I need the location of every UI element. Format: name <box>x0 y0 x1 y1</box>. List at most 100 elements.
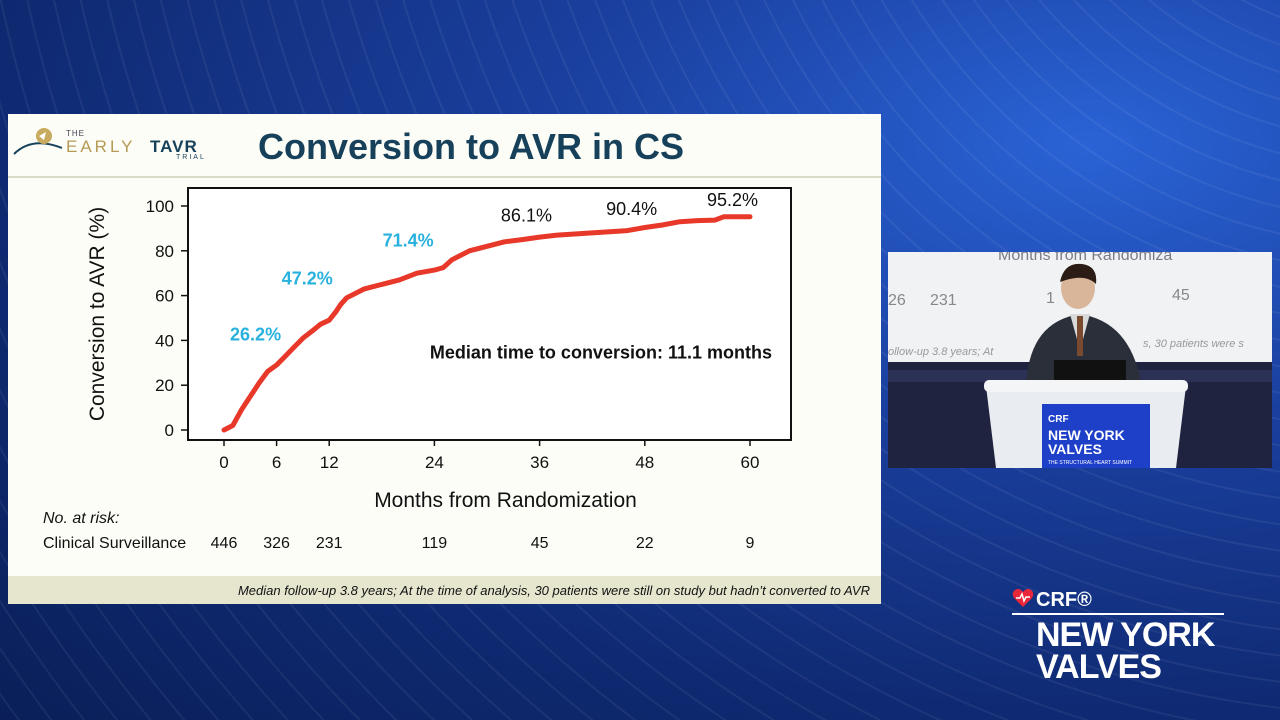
data-point <box>573 232 577 236</box>
data-label: 71.4% <box>383 230 434 250</box>
data-point <box>292 345 296 349</box>
inset-footnote-left: ollow-up 3.8 years; At <box>888 346 994 358</box>
data-point <box>310 329 314 334</box>
data-point <box>415 271 419 275</box>
data-point <box>538 235 542 239</box>
risk-table-heading: No. at risk: <box>43 510 120 527</box>
median-annotation: Median time to conversion: 11.1 months <box>430 342 772 362</box>
logo-tavr-text: TAVR <box>150 137 198 156</box>
data-label: 26.2% <box>230 324 281 344</box>
crf-heart-icon <box>1012 588 1034 607</box>
y-tick-label: 100 <box>146 197 174 216</box>
y-tick-label: 20 <box>155 376 174 395</box>
data-point <box>713 218 717 222</box>
y-tick-label: 40 <box>155 331 174 350</box>
brand-line-1: NEW YORK <box>1036 616 1215 654</box>
podium-line1: NEW YORK <box>1048 427 1125 443</box>
data-point <box>301 336 305 340</box>
podium-crf: CRF <box>1048 414 1069 425</box>
data-label: 90.4% <box>606 199 657 219</box>
inset-risk-26: 26 <box>888 292 906 309</box>
y-tick-label: 60 <box>155 287 174 306</box>
footnote: Median follow-up 3.8 years; At the time … <box>237 583 870 598</box>
risk-table-value: 22 <box>635 535 654 552</box>
data-point <box>239 408 244 412</box>
data-point <box>441 266 445 270</box>
data-point <box>730 215 735 219</box>
data-point <box>222 428 226 432</box>
data-point <box>318 322 323 326</box>
x-tick-label: 60 <box>741 453 760 472</box>
data-point <box>485 244 489 248</box>
risk-table-value: 326 <box>263 535 290 552</box>
x-tick-label: 6 <box>272 453 281 472</box>
data-point <box>248 394 252 398</box>
data-point <box>266 369 270 373</box>
data-point <box>327 318 331 322</box>
data-label: 47.2% <box>282 268 333 288</box>
data-label: 86.1% <box>501 206 552 226</box>
y-tick-label: 80 <box>155 242 174 261</box>
data-point <box>397 278 401 282</box>
data-point <box>467 249 472 253</box>
risk-table-value: 45 <box>530 535 549 552</box>
inset-axis-title: Months from Randomiza <box>998 252 1172 264</box>
data-point <box>362 287 366 291</box>
x-tick-label: 24 <box>425 453 444 472</box>
data-point <box>643 225 647 230</box>
brand-divider <box>1012 613 1224 615</box>
data-label: 95.2% <box>707 190 758 210</box>
data-point <box>275 363 279 367</box>
logo-early-text: EARLY <box>66 137 136 156</box>
inset-risk-1: 1 <box>1046 290 1055 307</box>
data-point <box>660 223 664 227</box>
data-point <box>380 282 384 286</box>
x-tick-label: 36 <box>530 453 549 472</box>
x-tick-label: 48 <box>635 453 654 472</box>
y-axis-label: Conversion to AVR (%) <box>86 207 109 421</box>
early-tavr-logo-icon <box>13 128 63 155</box>
data-point <box>432 268 436 272</box>
podium: CRF NEW YORK VALVES THE STRUCTURAL HEART… <box>984 380 1188 468</box>
data-point <box>257 381 261 385</box>
x-tick-label: 0 <box>219 453 228 472</box>
crf-brand-text: CRF® <box>1036 589 1092 611</box>
laptop <box>1054 360 1126 382</box>
risk-table-value: 446 <box>210 535 238 552</box>
inset-risk-45: 45 <box>1172 287 1190 304</box>
data-point <box>283 354 287 358</box>
data-point <box>338 302 343 307</box>
data-point <box>722 215 726 219</box>
x-axis-label: Months from Randomization <box>374 489 637 512</box>
brand-line-2: VALVES <box>1036 648 1162 686</box>
podium-sub: THE STRUCTURAL HEART SUMMIT <box>1048 460 1132 466</box>
logo-the-text: THE <box>66 129 85 138</box>
data-point <box>450 258 454 262</box>
data-point <box>502 240 507 244</box>
x-tick-label: 12 <box>320 453 339 472</box>
risk-table-value: 119 <box>421 535 448 552</box>
data-point <box>695 218 700 223</box>
logo-trial-text: TRIAL <box>176 154 206 161</box>
podium-line2: VALVES <box>1048 441 1102 457</box>
speaker-video-inset: Months from Randomiza 26 231 1 45 ollow-… <box>888 252 1272 468</box>
risk-table-row-label: Clinical Surveillance <box>43 535 187 552</box>
risk-table-value: 9 <box>745 535 755 552</box>
speaker-scene: Months from Randomiza 26 231 1 45 ollow-… <box>888 252 1272 468</box>
plot-frame <box>187 187 792 441</box>
data-point <box>590 231 594 235</box>
data-point <box>231 423 235 428</box>
slide-title: Conversion to AVR in CS <box>258 126 685 167</box>
data-point <box>334 309 338 313</box>
data-point <box>555 233 559 237</box>
risk-table-value: 231 <box>315 535 343 552</box>
footnote-bar <box>8 576 881 604</box>
title-divider <box>8 176 881 178</box>
data-point <box>625 229 629 233</box>
data-point <box>748 215 752 219</box>
data-point <box>608 230 612 234</box>
data-point <box>678 220 682 224</box>
data-point <box>520 238 524 242</box>
inset-footnote-right: s, 30 patients were s <box>1143 338 1244 350</box>
